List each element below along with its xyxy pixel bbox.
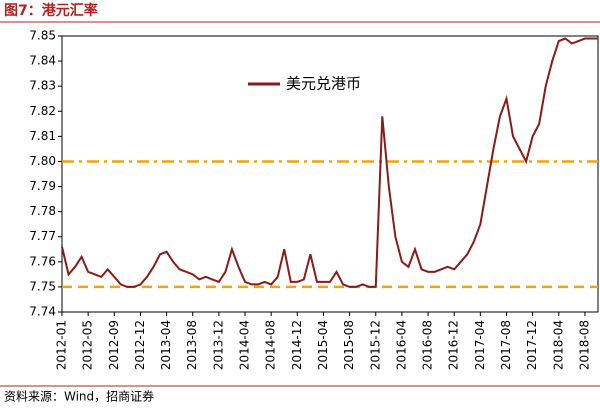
x-tick-label: 2018-08 [577,320,591,370]
x-tick-label: 2012-01 [55,320,69,370]
x-tick-label: 2017-08 [499,320,513,370]
x-tick-label: 2012-09 [107,320,121,370]
series-line [61,37,598,288]
x-tick-label: 2014-12 [290,320,304,370]
x-tick-label: 2012-12 [133,320,147,370]
plot-frame [61,35,599,313]
x-tick-label: 2015-04 [316,320,330,370]
x-tick-label: 2016-04 [394,320,408,370]
y-tick-label: 7.74 [29,305,56,319]
y-tick-label: 7.84 [29,54,56,68]
y-tick-label: 7.76 [29,254,56,268]
y-tick-label: 7.79 [29,179,56,193]
x-tick-label: 2013-12 [211,320,225,370]
x-tick-label: 2016-08 [421,320,435,370]
x-tick-label: 2012-05 [81,320,95,370]
legend-label: 美元兑港币 [286,75,361,93]
x-tick-label: 2018-04 [551,320,565,370]
y-tick-label: 7.78 [29,204,56,218]
y-tick-label: 7.83 [29,79,56,93]
x-tick-label: 2015-08 [342,320,356,370]
y-tick-label: 7.85 [29,29,56,43]
y-tick-label: 7.75 [29,279,56,293]
x-tick-label: 2014-08 [264,320,278,370]
x-tick-label: 2013-04 [159,320,173,370]
x-tick-label: 2016-12 [447,320,461,370]
x-tick-label: 2017-04 [473,320,487,370]
x-tick-label: 2017-12 [525,320,539,370]
y-tick-label: 7.80 [29,154,56,168]
y-tick-label: 7.81 [29,129,56,143]
x-tick-label: 2015-12 [368,320,382,370]
y-tick-label: 7.82 [29,104,56,118]
x-tick-label: 2013-08 [185,320,199,370]
chart-title: 图7：港元汇率 [4,2,98,19]
y-tick-label: 7.77 [29,229,56,243]
x-tick-label: 2014-04 [238,320,252,370]
source: 资料来源：Wind，招商证券 [4,389,154,404]
